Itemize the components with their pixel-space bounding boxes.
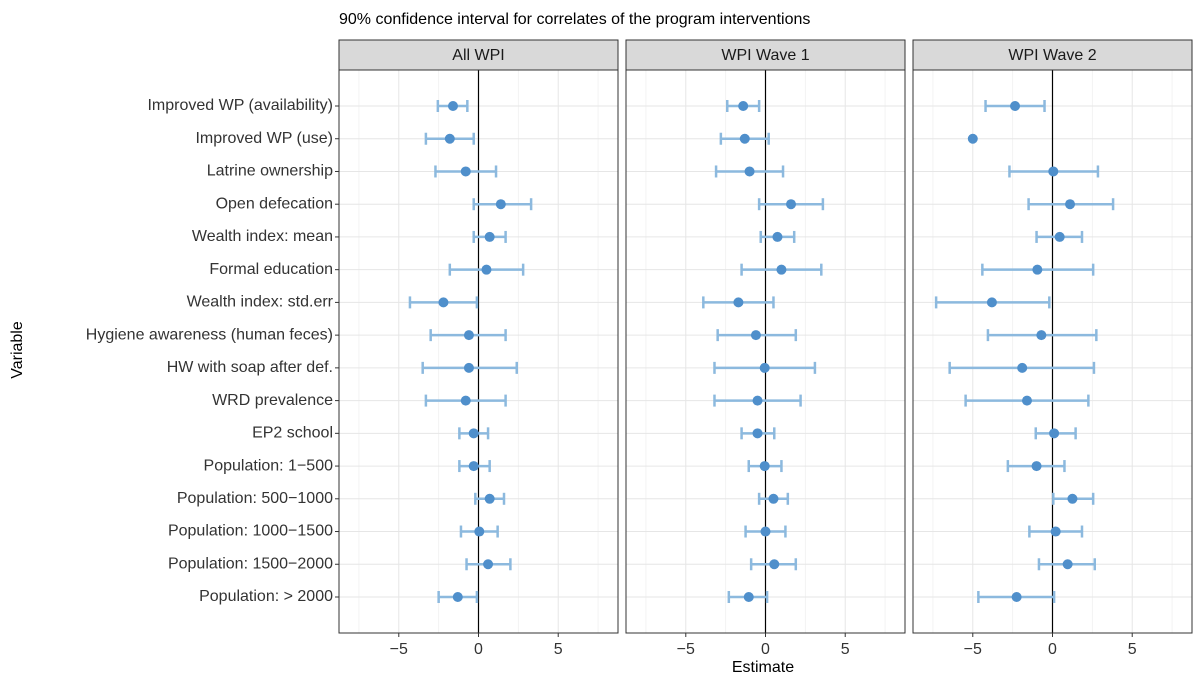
point <box>444 133 455 144</box>
point <box>460 166 471 177</box>
x-tick-label: 0 <box>761 641 770 658</box>
point <box>733 297 744 308</box>
x-tick-label: 0 <box>474 641 483 658</box>
y-tick-label: Open defecation <box>216 195 333 212</box>
point <box>468 428 479 439</box>
point <box>776 264 787 275</box>
y-tick-label: WRD prevalence <box>212 392 333 409</box>
point <box>750 330 761 341</box>
y-axis-label: Variable <box>9 321 26 379</box>
x-axis-label: Estimate <box>732 659 794 676</box>
y-tick-label: Improved WP (availability) <box>147 97 333 114</box>
point <box>1065 199 1076 210</box>
x-tick-label: 0 <box>1048 641 1057 658</box>
x-tick-label: 5 <box>1128 641 1137 658</box>
point <box>460 395 471 406</box>
y-tick-label: Formal education <box>209 261 333 278</box>
point <box>1054 231 1065 242</box>
point <box>1049 428 1060 439</box>
y-tick-label: Population: > 2000 <box>199 588 333 605</box>
strip <box>625 39 906 71</box>
x-tick-label: 5 <box>554 641 563 658</box>
point <box>468 461 479 472</box>
point <box>743 591 754 602</box>
point <box>759 461 770 472</box>
point <box>739 133 750 144</box>
point <box>1050 526 1061 537</box>
point <box>483 559 494 570</box>
strip <box>912 39 1193 71</box>
strip-label: All WPI <box>452 47 504 64</box>
strip <box>338 39 619 71</box>
strip-label: WPI Wave 1 <box>721 47 809 64</box>
point <box>495 199 506 210</box>
point <box>759 362 770 373</box>
y-tick-label: Improved WP (use) <box>195 130 333 147</box>
point <box>752 428 763 439</box>
point <box>484 231 495 242</box>
x-tick-label: −5 <box>964 641 982 658</box>
y-tick-label: Wealth index: std.err <box>187 294 334 311</box>
point <box>481 264 492 275</box>
point <box>1011 591 1022 602</box>
point <box>752 395 763 406</box>
y-tick-label: Population: 1500−2000 <box>168 555 333 572</box>
point <box>967 133 978 144</box>
x-tick-label: −5 <box>677 641 695 658</box>
point <box>738 101 749 112</box>
point <box>463 330 474 341</box>
point <box>474 526 485 537</box>
point <box>452 591 463 602</box>
point <box>786 199 797 210</box>
point <box>447 101 458 112</box>
point <box>1031 461 1042 472</box>
point <box>484 493 495 504</box>
point <box>744 166 755 177</box>
point <box>760 526 771 537</box>
point <box>438 297 449 308</box>
point <box>1017 362 1028 373</box>
y-tick-label: EP2 school <box>252 425 333 442</box>
point <box>986 297 997 308</box>
point <box>769 559 780 570</box>
y-tick-label: Population: 1−500 <box>204 457 334 474</box>
point <box>1032 264 1043 275</box>
point <box>1062 559 1073 570</box>
y-tick-label: Population: 500−1000 <box>177 490 333 507</box>
x-tick-label: 5 <box>841 641 850 658</box>
y-tick-label: Latrine ownership <box>207 163 333 180</box>
point <box>1048 166 1059 177</box>
point <box>768 493 779 504</box>
y-tick-label: Hygiene awareness (human feces) <box>86 326 333 343</box>
y-tick-label: Population: 1000−1500 <box>168 523 333 540</box>
x-tick-label: −5 <box>390 641 408 658</box>
point <box>463 362 474 373</box>
point <box>1036 330 1047 341</box>
chart-title: 90% confidence interval for correlates o… <box>339 11 810 28</box>
point <box>1010 101 1021 112</box>
point <box>1021 395 1032 406</box>
point <box>772 231 783 242</box>
y-tick-label: HW with soap after def. <box>167 359 333 376</box>
y-tick-label: Wealth index: mean <box>192 228 333 245</box>
point <box>1067 493 1078 504</box>
strip-label: WPI Wave 2 <box>1008 47 1096 64</box>
